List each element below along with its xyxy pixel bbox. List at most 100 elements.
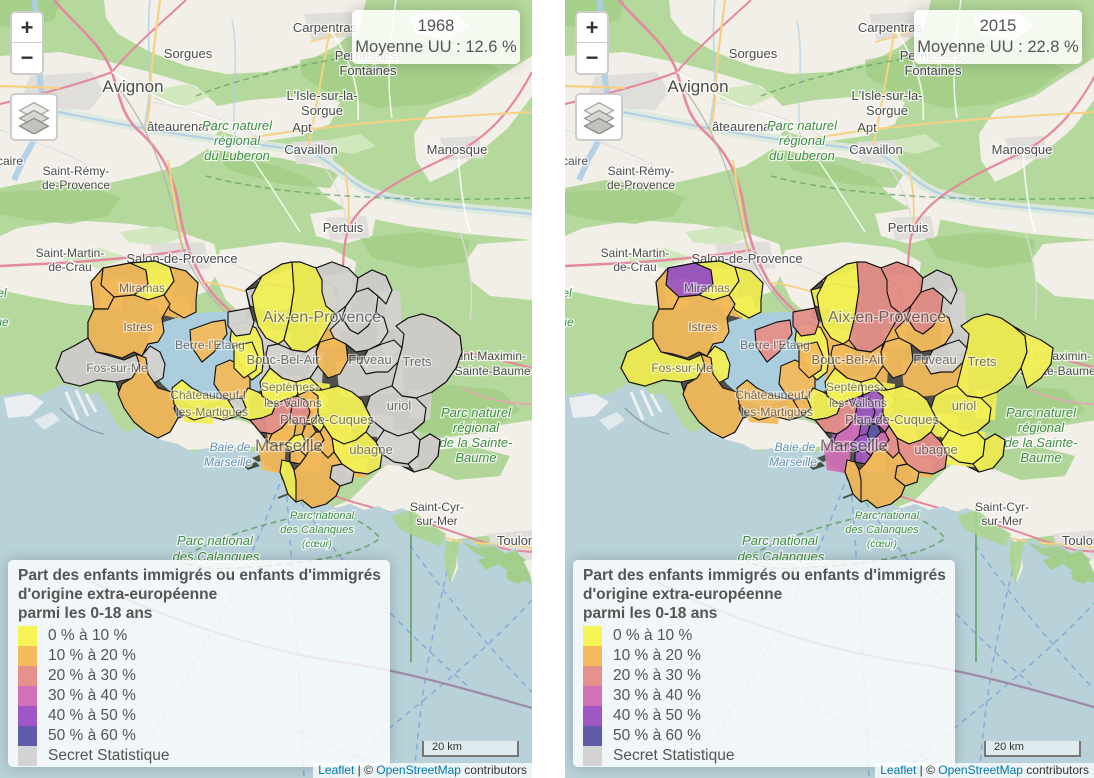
svg-text:Carpentras: Carpentras [293, 20, 358, 35]
svg-text:Parc naturel: Parc naturel [1006, 405, 1077, 420]
svg-text:Fuveau: Fuveau [348, 352, 391, 367]
svg-text:Fontaines: Fontaines [339, 63, 397, 78]
svg-text:âteaurenard: âteaurenard [147, 119, 217, 134]
svg-text:de-Crau: de-Crau [48, 260, 91, 274]
svg-text:Parc naturel: Parc naturel [767, 118, 838, 133]
svg-text:Marseille: Marseille [204, 455, 252, 469]
svg-text:Baume: Baume [1020, 450, 1061, 465]
svg-text:Fos-sur-Me: Fos-sur-Me [86, 361, 148, 375]
svg-text:Saint-Rémy-: Saint-Rémy- [608, 164, 675, 178]
svg-text:ue: ue [0, 315, 9, 329]
svg-text:Istres: Istres [688, 320, 717, 334]
svg-text:uriol: uriol [952, 398, 977, 413]
svg-text:la-Sainte-Baume: la-Sainte-Baume [441, 364, 531, 378]
svg-text:L'Isle-sur-la-: L'Isle-sur-la- [286, 88, 357, 103]
svg-text:Parc national: Parc national [177, 533, 254, 548]
svg-text:Sorgue: Sorgue [866, 103, 908, 118]
svg-text:Plan-de-Cuques: Plan-de-Cuques [280, 412, 374, 427]
svg-text:régional: régional [1018, 420, 1065, 435]
svg-text:Parc national: Parc national [742, 533, 819, 548]
svg-text:Avignon: Avignon [102, 77, 163, 96]
svg-text:de-Provence: de-Provence [607, 178, 675, 192]
svg-text:régional: régional [453, 420, 500, 435]
svg-text:des Calanques: des Calanques [845, 524, 919, 536]
svg-text:Apt: Apt [857, 120, 877, 135]
svg-text:Marseille: Marseille [820, 436, 888, 455]
svg-text:(cœur): (cœur) [302, 539, 332, 550]
svg-text:Saint-Cyr-: Saint-Cyr- [975, 500, 1029, 514]
svg-text:les-Martigues: les-Martigues [741, 405, 813, 419]
svg-text:régional: régional [214, 133, 261, 148]
svg-text:Manosque: Manosque [992, 142, 1053, 157]
svg-text:Parc national: Parc national [290, 510, 355, 522]
svg-text:Baie de: Baie de [775, 440, 816, 454]
svg-text:Cavaillon: Cavaillon [284, 142, 337, 157]
svg-text:de la Sainte-: de la Sainte- [1005, 435, 1079, 450]
svg-text:de-Provence: de-Provence [42, 178, 110, 192]
svg-text:Avignon: Avignon [667, 77, 728, 96]
svg-text:el: el [0, 286, 7, 300]
svg-text:Manosque: Manosque [427, 142, 488, 157]
svg-text:ue: ue [565, 315, 574, 329]
svg-text:Aix-en-Provence: Aix-en-Provence [263, 309, 381, 326]
svg-text:Apt: Apt [292, 120, 312, 135]
svg-text:Saint-Cyr-: Saint-Cyr- [410, 500, 464, 514]
svg-text:caire: caire [565, 154, 588, 168]
svg-text:caire: caire [0, 154, 23, 168]
svg-text:ubagne: ubagne [914, 442, 957, 457]
svg-text:de la Sainte-: de la Sainte- [440, 435, 514, 450]
svg-text:Marseille: Marseille [255, 436, 323, 455]
svg-text:Toulon: Toulon [497, 533, 532, 548]
svg-text:sur-Mer: sur-Mer [416, 514, 457, 528]
svg-text:Saint-Martin-: Saint-Martin- [36, 246, 105, 260]
svg-text:Trets: Trets [402, 354, 432, 369]
svg-text:Sorgues: Sorgues [164, 46, 213, 61]
svg-text:Septèmes-: Septèmes- [261, 380, 319, 394]
svg-text:du Luberon: du Luberon [204, 148, 270, 163]
svg-text:des Calanques: des Calanques [280, 524, 354, 536]
svg-text:Septèmes-: Septèmes- [826, 380, 884, 394]
svg-text:Pertuis: Pertuis [888, 220, 929, 235]
svg-text:(cœur): (cœur) [867, 539, 897, 550]
svg-text:ubagne: ubagne [349, 442, 392, 457]
svg-text:Fuveau: Fuveau [913, 352, 956, 367]
svg-text:Pertuis: Pertuis [323, 220, 364, 235]
svg-text:Châteauneuf-l: Châteauneuf-l [735, 388, 810, 402]
svg-text:Berre-l'Etang: Berre-l'Etang [740, 338, 810, 352]
svg-text:les-Vallons: les-Vallons [264, 396, 322, 410]
svg-text:Toulon: Toulon [1062, 533, 1094, 548]
svg-text:Parc naturel: Parc naturel [202, 118, 273, 133]
svg-text:Baie de: Baie de [210, 440, 251, 454]
svg-text:Saint-Maximin-: Saint-Maximin- [446, 349, 526, 363]
svg-text:Châteauneuf-l: Châteauneuf-l [170, 388, 245, 402]
svg-text:L'Isle-sur-la-: L'Isle-sur-la- [851, 88, 922, 103]
svg-text:Sorgues: Sorgues [729, 46, 778, 61]
svg-text:Parc naturel: Parc naturel [441, 405, 512, 420]
svg-text:Sorgue: Sorgue [301, 103, 343, 118]
svg-text:Cavaillon: Cavaillon [849, 142, 902, 157]
svg-text:Trets: Trets [967, 354, 997, 369]
svg-text:Saint-Martin-: Saint-Martin- [601, 246, 670, 260]
svg-text:Bouc-Bel-Air: Bouc-Bel-Air [247, 352, 321, 367]
svg-text:Marseille: Marseille [769, 455, 817, 469]
svg-text:Parc national: Parc national [855, 510, 920, 522]
svg-text:Fos-sur-Me: Fos-sur-Me [651, 361, 713, 375]
svg-text:Plan-de-Cuques: Plan-de-Cuques [845, 412, 939, 427]
svg-text:Saint-Rémy-: Saint-Rémy- [43, 164, 110, 178]
svg-text:les-Vallons: les-Vallons [829, 396, 887, 410]
svg-text:Istres: Istres [123, 320, 152, 334]
svg-text:uriol: uriol [387, 398, 412, 413]
svg-text:Bouc-Bel-Air: Bouc-Bel-Air [812, 352, 886, 367]
svg-text:de-Crau: de-Crau [613, 260, 656, 274]
svg-text:Miramas: Miramas [119, 281, 165, 295]
svg-text:el: el [565, 286, 572, 300]
svg-text:Fontaines: Fontaines [904, 63, 962, 78]
svg-text:sur-Mer: sur-Mer [981, 514, 1022, 528]
svg-text:Miramas: Miramas [684, 281, 730, 295]
svg-text:Carpentras: Carpentras [858, 20, 923, 35]
svg-text:du Luberon: du Luberon [769, 148, 835, 163]
svg-text:régional: régional [779, 133, 826, 148]
svg-text:Berre-l'Etang: Berre-l'Etang [175, 338, 245, 352]
svg-text:Aix-en-Provence: Aix-en-Provence [828, 309, 946, 326]
svg-text:Baume: Baume [455, 450, 496, 465]
